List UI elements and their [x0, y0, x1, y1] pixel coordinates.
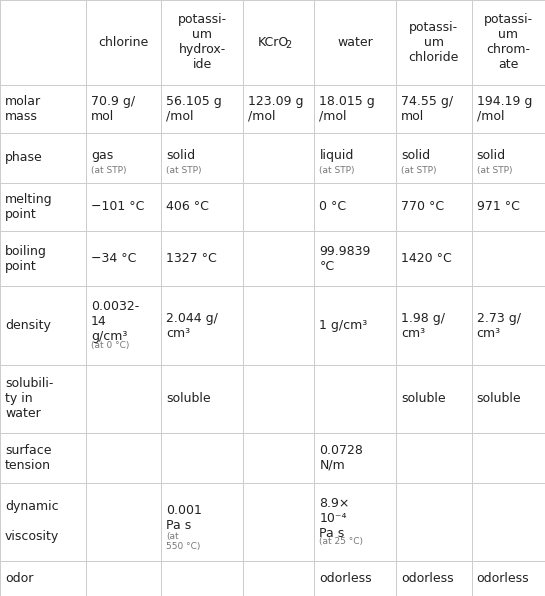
Text: phase: phase [5, 151, 43, 164]
Text: soluble: soluble [477, 392, 521, 405]
Text: 8.9×
10⁻⁴
Pa s: 8.9× 10⁻⁴ Pa s [319, 496, 350, 539]
Text: 1420 °C: 1420 °C [401, 252, 452, 265]
Text: density: density [5, 319, 51, 333]
Text: 194.19 g
/mol: 194.19 g /mol [477, 95, 532, 123]
Text: soluble: soluble [166, 392, 211, 405]
Text: solid: solid [401, 148, 431, 162]
Text: 2.73 g/
cm³: 2.73 g/ cm³ [477, 312, 520, 340]
Text: 1.98 g/
cm³: 1.98 g/ cm³ [401, 312, 445, 340]
Text: (at
550 °C): (at 550 °C) [166, 532, 201, 551]
Text: dynamic

viscosity: dynamic viscosity [5, 501, 59, 544]
Text: gas: gas [91, 148, 113, 162]
Text: (at STP): (at STP) [91, 166, 126, 175]
Text: solid: solid [477, 148, 506, 162]
Text: 56.105 g
/mol: 56.105 g /mol [166, 95, 222, 123]
Text: 99.9839
°C: 99.9839 °C [319, 244, 371, 272]
Text: 74.55 g/
mol: 74.55 g/ mol [401, 95, 453, 123]
Text: potassi-
um
chrom-
ate: potassi- um chrom- ate [484, 13, 533, 72]
Text: 2: 2 [286, 40, 292, 50]
Text: potassi-
um
hydrox-
ide: potassi- um hydrox- ide [178, 13, 227, 72]
Text: solubili-
ty in
water: solubili- ty in water [5, 377, 53, 420]
Text: 0 °C: 0 °C [319, 200, 347, 213]
Text: (at STP): (at STP) [166, 166, 202, 175]
Text: potassi-
um
chloride: potassi- um chloride [409, 21, 459, 64]
Text: KCrO: KCrO [258, 36, 289, 49]
Text: 2.044 g/
cm³: 2.044 g/ cm³ [166, 312, 219, 340]
Text: melting
point: melting point [5, 193, 53, 221]
Text: molar
mass: molar mass [5, 95, 41, 123]
Text: 70.9 g/
mol: 70.9 g/ mol [91, 95, 135, 123]
Text: −101 °C: −101 °C [91, 200, 144, 213]
Text: (at STP): (at STP) [401, 166, 437, 175]
Text: 18.015 g
/mol: 18.015 g /mol [319, 95, 375, 123]
Text: 0.001
Pa s: 0.001 Pa s [166, 504, 202, 532]
Text: solid: solid [166, 148, 196, 162]
Text: −34 °C: −34 °C [91, 252, 136, 265]
Text: 971 °C: 971 °C [477, 200, 519, 213]
Text: 406 °C: 406 °C [166, 200, 209, 213]
Text: 0.0032-
14
g/cm³: 0.0032- 14 g/cm³ [91, 300, 139, 343]
Text: 1 g/cm³: 1 g/cm³ [319, 319, 368, 333]
Text: (at STP): (at STP) [477, 166, 512, 175]
Text: chlorine: chlorine [99, 36, 149, 49]
Text: liquid: liquid [319, 148, 354, 162]
Text: odorless: odorless [401, 572, 454, 585]
Text: 0.0728
N/m: 0.0728 N/m [319, 443, 364, 471]
Text: 770 °C: 770 °C [401, 200, 444, 213]
Text: odorless: odorless [319, 572, 372, 585]
Text: boiling
point: boiling point [5, 244, 47, 272]
Text: soluble: soluble [401, 392, 446, 405]
Text: 123.09 g
/mol: 123.09 g /mol [248, 95, 304, 123]
Text: 1327 °C: 1327 °C [166, 252, 217, 265]
Text: (at 25 °C): (at 25 °C) [319, 537, 364, 546]
Text: (at 0 °C): (at 0 °C) [91, 341, 129, 350]
Text: odor: odor [5, 572, 33, 585]
Text: water: water [337, 36, 373, 49]
Text: surface
tension: surface tension [5, 443, 51, 471]
Text: (at STP): (at STP) [319, 166, 355, 175]
Text: odorless: odorless [477, 572, 529, 585]
